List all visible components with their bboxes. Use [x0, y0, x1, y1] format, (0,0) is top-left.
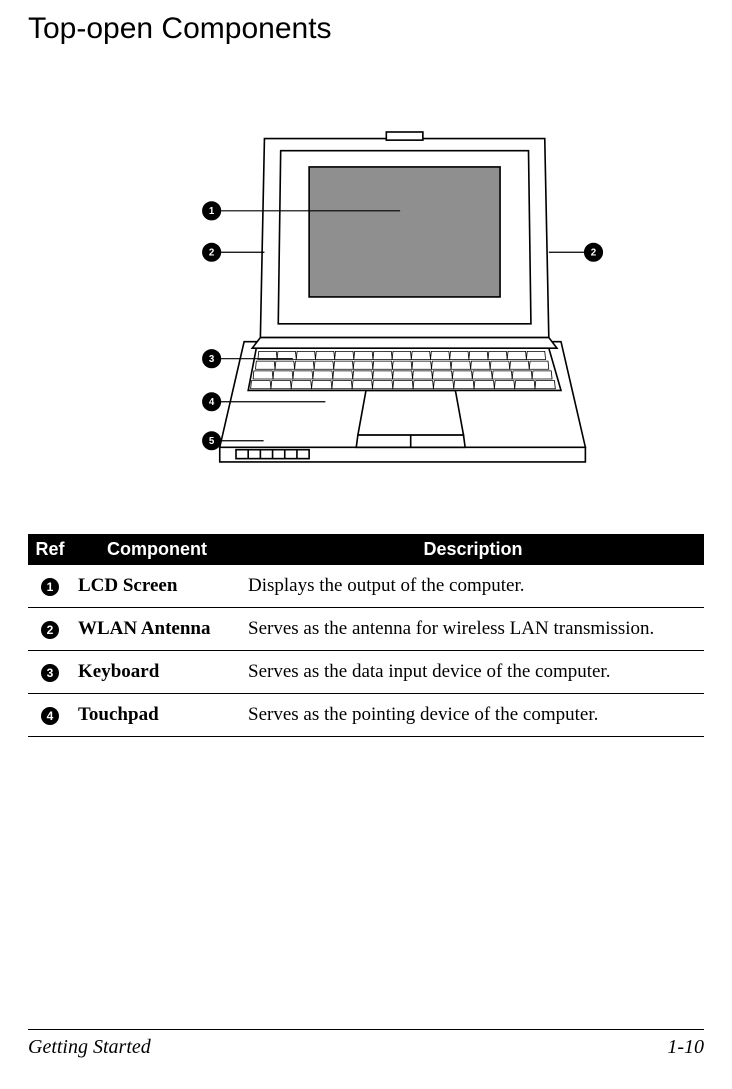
description-cell: Serves as the antenna for wireless LAN t…	[242, 608, 704, 651]
col-description: Description	[242, 534, 704, 565]
ref-cell: 4	[28, 694, 72, 737]
ref-cell: 3	[28, 651, 72, 694]
col-component: Component	[72, 534, 242, 565]
footer-right: 1-10	[667, 1036, 704, 1059]
table-row: 3 KeyboardServes as the data input device…	[28, 651, 704, 694]
description-cell: Serves as the data input device of the c…	[242, 651, 704, 694]
svg-text:5: 5	[209, 436, 215, 447]
ref-cell: 1	[28, 565, 72, 608]
page-footer: Getting Started 1-10	[28, 1029, 704, 1059]
ref-cell: 2	[28, 608, 72, 651]
component-cell: Touchpad	[72, 694, 242, 737]
svg-text:2: 2	[591, 248, 597, 259]
diagram-container: 1 2 2 3 4 5	[28, 86, 704, 516]
svg-text:2: 2	[209, 248, 215, 259]
description-cell: Displays the output of the computer.	[242, 565, 704, 608]
footer-left: Getting Started	[28, 1036, 151, 1059]
component-cell: Keyboard	[72, 651, 242, 694]
svg-text:3: 3	[209, 354, 215, 365]
svg-text:1: 1	[209, 206, 215, 217]
component-cell: WLAN Antenna	[72, 608, 242, 651]
ref-badge-icon: 2	[41, 621, 59, 639]
ref-badge-icon: 3	[41, 664, 59, 682]
table-row: 1 LCD ScreenDisplays the output of the co…	[28, 565, 704, 608]
description-cell: Serves as the pointing device of the com…	[242, 694, 704, 737]
ref-badge-icon: 4	[41, 707, 59, 725]
component-cell: LCD Screen	[72, 565, 242, 608]
svg-text:4: 4	[209, 397, 215, 408]
table-row: 2 WLAN AntennaServes as the antenna for w…	[28, 608, 704, 651]
laptop-diagram: 1 2 2 3 4 5	[106, 86, 626, 516]
col-ref: Ref	[28, 534, 72, 565]
table-row: 4 TouchpadServes as the pointing device o…	[28, 694, 704, 737]
page-title: Top-open Components	[28, 12, 704, 46]
ref-badge-icon: 1	[41, 578, 59, 596]
components-table: Ref Component Description 1 LCD ScreenDis…	[28, 534, 704, 737]
